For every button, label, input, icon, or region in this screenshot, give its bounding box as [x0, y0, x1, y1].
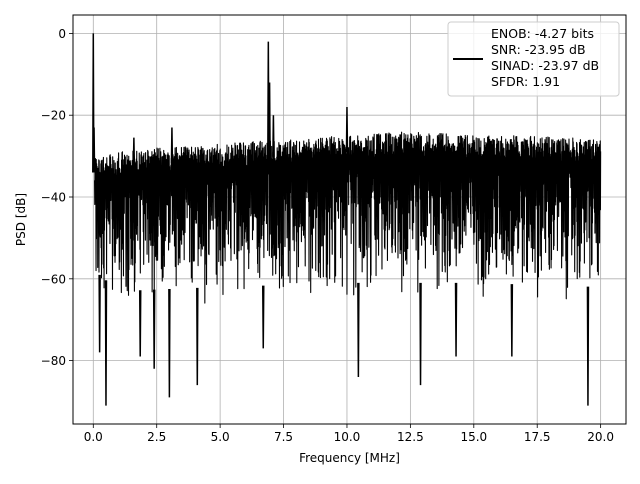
series-layer: [92, 33, 602, 406]
psd-peak: [272, 115, 275, 157]
psd-peak: [132, 137, 136, 167]
x-tick-label: 12.5: [397, 430, 424, 444]
y-axis-label: PSD [dB]: [14, 193, 28, 246]
x-axis-label: Frequency [MHz]: [299, 451, 400, 465]
psd-trough: [419, 282, 422, 386]
psd-trough: [454, 282, 458, 357]
x-tick-label: 20.0: [587, 430, 614, 444]
x-tick-label: 0.0: [84, 430, 103, 444]
legend-entry-snr: SNR: -23.95 dB: [491, 42, 586, 57]
legend-box: [447, 21, 620, 97]
x-axis-ticks: 0.0 2.5 5.0 7.5 10.0 12.5 15.0 17.5 20.0: [84, 424, 614, 444]
x-tick-label: 2.5: [147, 430, 166, 444]
psd-peak: [92, 33, 95, 173]
psd-trough: [586, 286, 590, 406]
psd-trough: [152, 289, 156, 369]
psd-trough: [357, 282, 360, 377]
x-tick-label: 7.5: [274, 430, 293, 444]
psd-trough: [168, 289, 171, 398]
y-tick-label: 0: [58, 27, 66, 41]
plot-frame: [72, 14, 627, 425]
legend-entry-enob: ENOB: -4.27 bits: [491, 26, 594, 41]
psd-peak: [345, 107, 349, 153]
x-tick-label: 17.5: [524, 430, 551, 444]
psd-peak: [92, 127, 96, 173]
y-tick-label: −20: [41, 109, 66, 123]
psd-trough: [138, 290, 142, 357]
psd-trough: [510, 284, 514, 357]
y-tick-label: −60: [41, 272, 66, 286]
x-tick-label: 10.0: [334, 430, 361, 444]
psd-trough: [98, 274, 101, 353]
y-tick-label: −80: [41, 354, 66, 368]
y-tick-label: −40: [41, 191, 66, 205]
psd-peak: [268, 82, 271, 158]
x-tick-label: 5.0: [211, 430, 230, 444]
legend-entry-sfdr: SFDR: 1.91: [491, 74, 560, 89]
psd-trough: [104, 280, 108, 406]
x-tick-label: 15.0: [460, 430, 487, 444]
y-axis-ticks: 0 −20 −40 −60 −80: [41, 27, 73, 368]
psd-trough: [261, 285, 265, 349]
psd-trough: [196, 287, 199, 386]
legend: ENOB: -4.27 bits SNR: -23.95 dB SINAD: -…: [447, 21, 620, 97]
legend-entry-sinad: SINAD: -23.97 dB: [491, 58, 599, 73]
psd-peak: [170, 127, 174, 164]
